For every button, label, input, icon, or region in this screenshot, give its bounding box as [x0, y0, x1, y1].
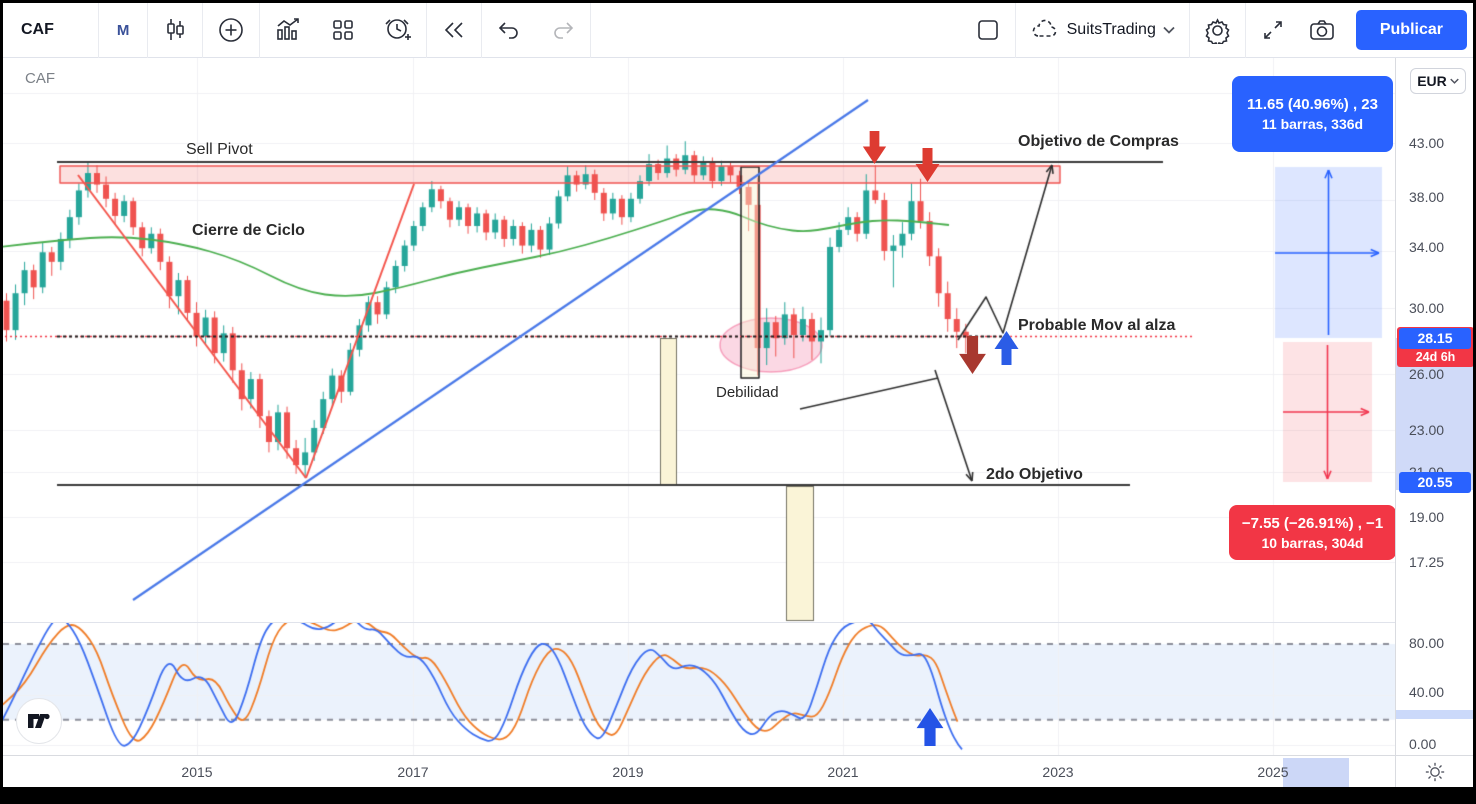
tradingview-logo[interactable]	[16, 698, 62, 744]
separator	[426, 3, 428, 58]
price-chart-canvas[interactable]	[3, 58, 1395, 622]
chevron-down-icon	[1450, 78, 1459, 84]
arrow-down-marker[interactable]	[862, 131, 887, 164]
indicators-icon[interactable]	[260, 3, 316, 57]
chevron-down-icon	[1163, 26, 1175, 34]
separator	[1188, 3, 1190, 58]
publish-button[interactable]: Publicar	[1355, 10, 1467, 50]
price-axis[interactable]: 43.0038.0034.0030.0026.0023.0021.0019.00…	[1395, 58, 1473, 787]
cloud-icon	[1032, 19, 1056, 37]
axis-label: 0.00	[1409, 736, 1437, 752]
fullscreen-icon[interactable]	[1250, 3, 1296, 57]
axis-label: 30.00	[1409, 300, 1445, 316]
currency-button[interactable]: EUR	[1410, 68, 1466, 94]
separator	[259, 3, 261, 58]
annotation-probable-mov[interactable]: Probable Mov al alza	[1018, 317, 1176, 334]
oscillator-canvas[interactable]	[3, 622, 1395, 756]
measure-gain-line2: 11 barras, 336d	[1261, 116, 1364, 132]
gear-icon[interactable]	[1194, 3, 1241, 57]
axis-label: 40.00	[1409, 684, 1445, 700]
candles-icon[interactable]	[148, 3, 202, 57]
axis-label: 34.00	[1409, 239, 1445, 255]
alert-clock-icon[interactable]	[370, 3, 426, 57]
time-axis-label: 2025	[1257, 764, 1289, 780]
arrow-up-marker[interactable]	[916, 708, 944, 746]
measure-gain-box[interactable]: 11.65 (40.96%) , 23 11 barras, 336d	[1232, 76, 1393, 152]
last-price-badge: 28.15	[1399, 328, 1471, 349]
annotation-objetivo-compras[interactable]: Objetivo de Compras	[1018, 133, 1179, 150]
axis-settings-gear-icon[interactable]	[1396, 755, 1473, 787]
camera-icon[interactable]	[1300, 3, 1344, 57]
interval-button[interactable]: M	[116, 21, 130, 39]
annotation-debilidad[interactable]: Debilidad	[716, 384, 779, 401]
currency-label: EUR	[1417, 73, 1447, 89]
countdown-value: 24d 6h	[1415, 350, 1456, 364]
time-axis-label: 2023	[1042, 764, 1074, 780]
axis-label: 38.00	[1409, 189, 1445, 205]
axis-label: 43.00	[1409, 135, 1445, 151]
separator	[1014, 3, 1016, 58]
arrow-up-marker[interactable]	[993, 331, 1020, 365]
arrow-down-marker[interactable]	[959, 336, 986, 374]
measure-loss-line2: 10 barras, 304d	[1261, 534, 1364, 551]
target-price-badge: 20.55	[1399, 472, 1471, 493]
arrow-down-marker[interactable]	[915, 148, 940, 182]
annotation-2do-objetivo[interactable]: 2do Objetivo	[986, 466, 1083, 483]
separator	[202, 3, 204, 58]
axis-label: 17.25	[1409, 554, 1445, 570]
symbol-button[interactable]: CAF	[21, 21, 54, 38]
templates-grid-icon[interactable]	[316, 3, 370, 57]
annotation-sell-pivot[interactable]: Sell Pivot	[186, 141, 253, 158]
broker-label: SuitsTrading	[1066, 21, 1156, 38]
replay-icon[interactable]	[427, 3, 481, 57]
redo-icon[interactable]	[536, 3, 590, 57]
broker-selector[interactable]: SuitsTrading	[1020, 18, 1185, 42]
axis-label: 26.00	[1409, 366, 1445, 382]
tradingview-window: CAF M	[3, 3, 1473, 787]
separator	[97, 3, 99, 58]
top-toolbar: CAF M	[3, 3, 1473, 58]
time-axis-label: 2017	[397, 764, 429, 780]
measure-loss-line1: −7.55 (−26.91%) , −1	[1241, 514, 1384, 532]
axis-label: 80.00	[1409, 635, 1445, 651]
chart-pane[interactable]: CAF Sell Pivot Cierre de Ciclo Objetivo …	[3, 58, 1396, 787]
separator	[481, 3, 483, 58]
separator	[590, 3, 592, 58]
measure-loss-box[interactable]: −7.55 (−26.91%) , −1 10 barras, 304d	[1229, 505, 1396, 560]
annotation-cierre-de-ciclo[interactable]: Cierre de Ciclo	[192, 222, 305, 239]
compare-plus-icon[interactable]	[203, 3, 259, 57]
axis-label: 23.00	[1409, 422, 1445, 438]
time-axis-label: 2019	[612, 764, 644, 780]
axis-label: 19.00	[1409, 509, 1445, 525]
separator	[147, 3, 149, 58]
oscillator-axis-highlight	[1396, 710, 1473, 719]
time-axis-label: 2015	[181, 764, 213, 780]
time-axis[interactable]: 2015 2017 2019 2021 2023 2025	[3, 755, 1395, 787]
separator	[1244, 3, 1246, 58]
layout-square-icon[interactable]	[965, 3, 1011, 57]
undo-icon[interactable]	[482, 3, 536, 57]
measure-gain-line1: 11.65 (40.96%) , 23	[1247, 96, 1378, 113]
time-axis-highlight	[1283, 758, 1349, 787]
symbol-watermark: CAF	[25, 70, 55, 87]
time-axis-label: 2021	[827, 764, 859, 780]
